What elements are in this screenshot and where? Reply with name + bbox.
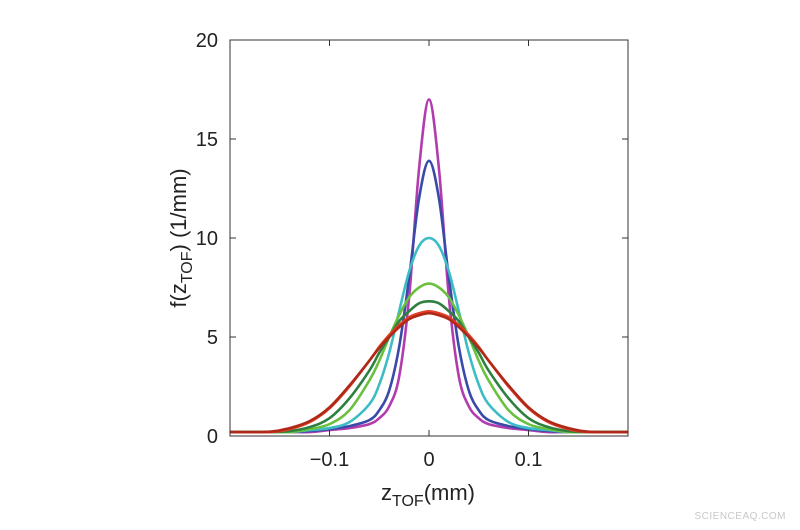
- x-tick-label: −0.1: [310, 449, 349, 471]
- series-line-2: [230, 159, 628, 434]
- x-axis-label: zTOF(mm): [381, 480, 475, 510]
- y-tick-label: 15: [196, 129, 218, 151]
- series-line-3: [230, 236, 628, 434]
- series-line-6: [229, 309, 629, 434]
- y-tick-label: 0: [207, 426, 218, 448]
- series-line-1: [230, 98, 628, 434]
- series-line-7: [229, 311, 629, 434]
- series-line-5: [229, 300, 629, 434]
- y-tick-label: 10: [196, 228, 218, 250]
- series-line-4: [230, 282, 628, 434]
- x-tick-label: 0: [423, 449, 434, 471]
- ticks-group: −0.1 0 0.1 0 5 10 15 20: [196, 30, 628, 471]
- y-tick-label: 5: [207, 327, 218, 349]
- y-axis-label: f(zTOF) (1/mm): [166, 168, 196, 307]
- watermark: SCIENCEAQ.COM: [694, 511, 786, 522]
- x-tick-label: 0.1: [515, 449, 543, 471]
- y-tick-label: 20: [196, 30, 218, 52]
- series-group: [229, 98, 629, 434]
